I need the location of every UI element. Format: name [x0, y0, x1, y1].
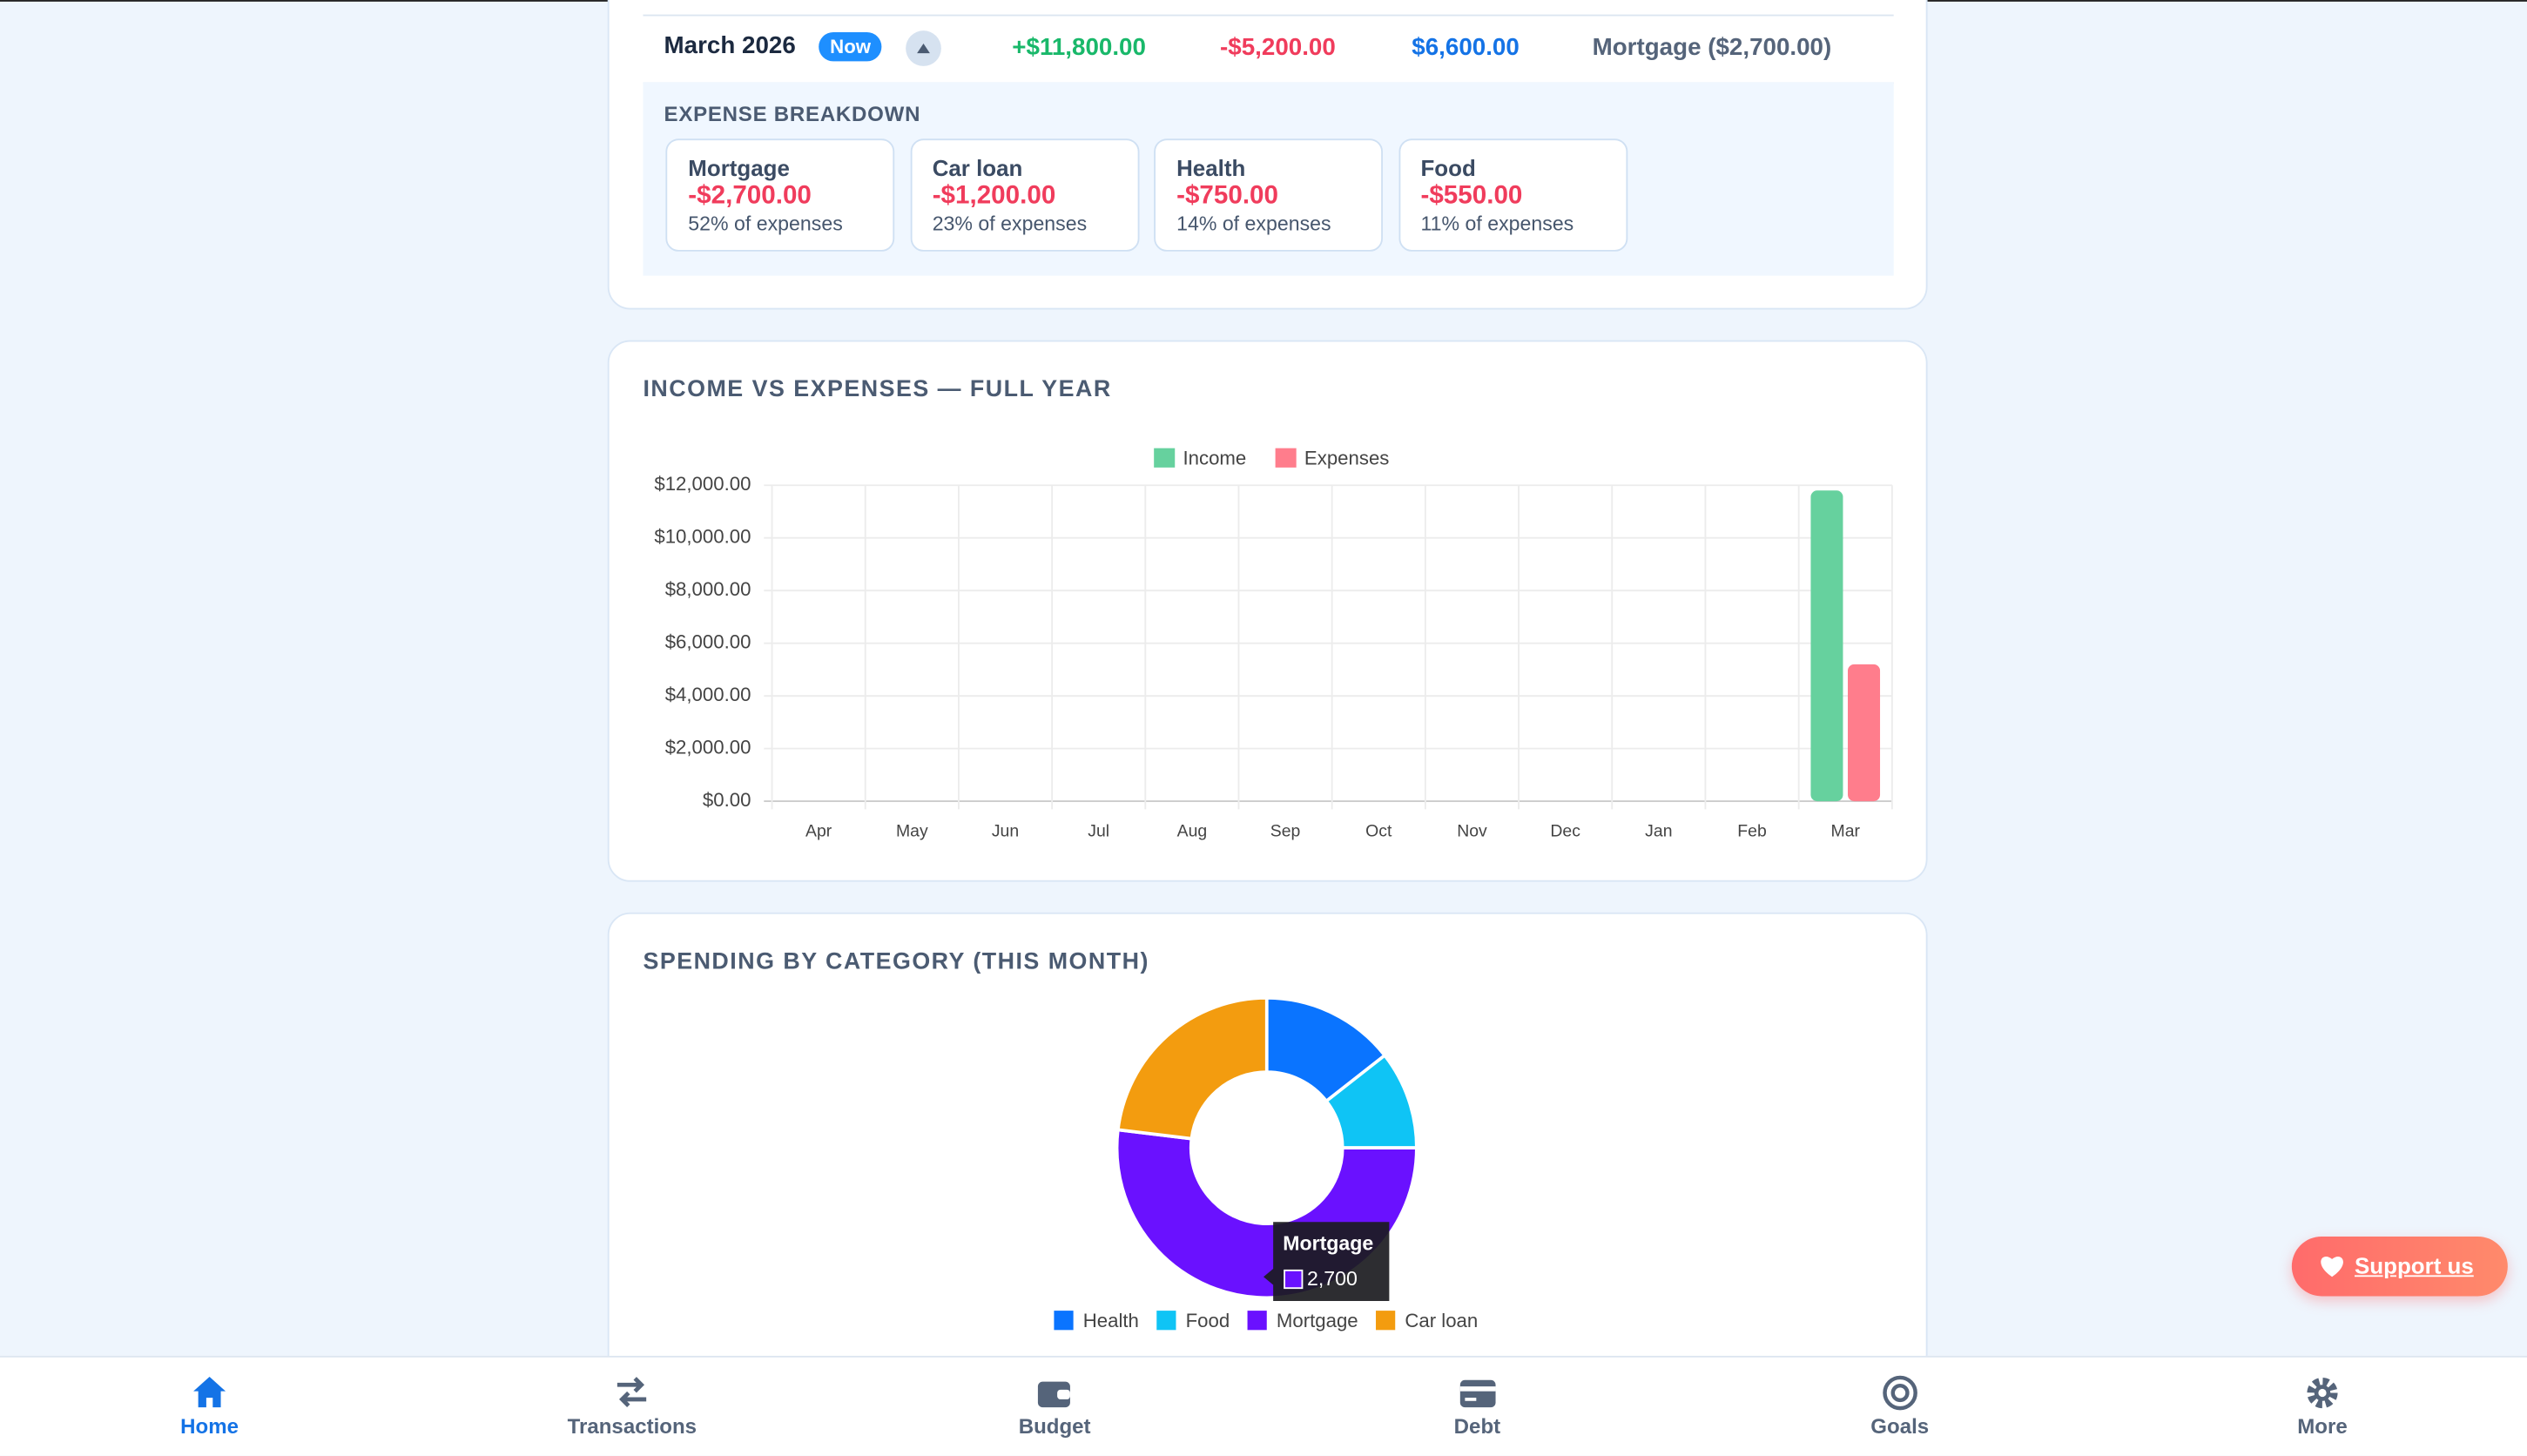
bar — [1848, 664, 1881, 802]
nav-label: More — [2297, 1413, 2348, 1439]
breakdown-card: Health -$750.00 14% of expenses — [1154, 138, 1383, 252]
nav-label: Debt — [1453, 1413, 1501, 1439]
nav-icon — [617, 1377, 647, 1408]
breakdown-amount: -$1,200.00 — [932, 182, 1056, 210]
nav-label: Transactions — [567, 1413, 697, 1439]
collapse-icon — [917, 43, 930, 54]
breakdown-share: 23% of expenses — [932, 212, 1088, 236]
breakdown-card: Mortgage -$2,700.00 52% of expenses — [665, 138, 895, 252]
tooltip-value: 2,700 — [1307, 1267, 1358, 1290]
x-tick-label: Jun — [992, 821, 1019, 840]
collapse-button[interactable] — [906, 30, 941, 66]
x-tick-label: Oct — [1365, 821, 1392, 840]
x-tick-label: Dec — [1550, 821, 1580, 840]
month-net: $6,600.00 — [1412, 33, 1520, 62]
x-tick-label: Feb — [1737, 821, 1766, 840]
breakdown-amount: -$2,700.00 — [688, 182, 812, 210]
chart-title: INCOME VS EXPENSES — FULL YEAR — [643, 375, 1111, 401]
bottom-nav: Home Transactions Budget Debt Goals More — [0, 1355, 2527, 1456]
month-label: March 2026 — [664, 32, 796, 60]
chart-title: SPENDING BY CATEGORY (THIS MONTH) — [643, 947, 1149, 974]
nav-icon — [1459, 1379, 1495, 1408]
nav-item[interactable]: More — [2193, 1358, 2451, 1456]
tooltip-title: Mortgage — [1283, 1231, 1373, 1254]
legend-swatch — [1247, 1311, 1267, 1331]
nav-icon — [1882, 1375, 1917, 1411]
month-expenses: -$5,200.00 — [1220, 33, 1336, 62]
x-tick-label: Sep — [1270, 821, 1301, 840]
legend-swatch — [1154, 448, 1176, 468]
breakdown-name: Food — [1420, 154, 1476, 181]
breakdown-amount: -$550.00 — [1420, 182, 1523, 210]
x-tick-label: Nov — [1457, 821, 1487, 840]
x-tick-label: Aug — [1177, 821, 1208, 840]
breakdown-amount: -$750.00 — [1176, 182, 1279, 210]
nav-item[interactable]: Transactions — [503, 1358, 761, 1456]
nav-icon — [1038, 1381, 1071, 1408]
breakdown-name: Car loan — [932, 154, 1023, 181]
month-card: March 2026 Now +$11,800.00 -$5,200.00 $6… — [607, 0, 1928, 310]
legend-swatch — [1275, 448, 1297, 468]
support-button[interactable]: Support us — [2291, 1236, 2508, 1297]
bar-card — [607, 340, 1928, 882]
breakdown-share: 52% of expenses — [688, 212, 843, 236]
month-income: +$11,800.00 — [1012, 33, 1146, 62]
pie-card — [607, 912, 1928, 1397]
legend-label: Car loan — [1405, 1310, 1478, 1331]
legend-label: Expenses — [1304, 447, 1390, 468]
nav-item[interactable]: Home — [81, 1358, 339, 1456]
tooltip-swatch — [1284, 1269, 1304, 1290]
nav-icon — [193, 1377, 226, 1408]
month-top-expense: Mortgage ($2,700.00) — [1592, 33, 1832, 62]
nav-label: Goals — [1870, 1413, 1930, 1439]
breakdown-title: EXPENSE BREAKDOWN — [664, 101, 921, 126]
legend-label: Food — [1186, 1310, 1230, 1331]
breakdown-card: Food -$550.00 11% of expenses — [1398, 138, 1627, 252]
x-tick-label: Jul — [1088, 821, 1109, 840]
breakdown-name: Mortgage — [688, 154, 790, 181]
breakdown-share: 14% of expenses — [1176, 212, 1331, 236]
nav-item[interactable]: Goals — [1771, 1358, 2029, 1456]
breakdown-card: Car loan -$1,200.00 23% of expenses — [909, 138, 1139, 252]
y-tick-label: $2,000.00 — [665, 736, 751, 758]
doughnut-slice — [1115, 996, 1269, 1141]
legend-swatch — [1054, 1311, 1074, 1331]
legend-label: Mortgage — [1277, 1310, 1358, 1331]
nav-icon — [2307, 1377, 2338, 1409]
legend-swatch — [1156, 1311, 1176, 1331]
breakdown-name: Health — [1176, 154, 1246, 181]
y-tick-label: $6,000.00 — [665, 631, 751, 653]
nav-item[interactable]: Budget — [926, 1358, 1183, 1456]
heart-icon — [2321, 1256, 2343, 1277]
legend-swatch — [1376, 1311, 1396, 1331]
legend-label: Income — [1183, 447, 1246, 468]
y-tick-label: $8,000.00 — [665, 578, 751, 600]
x-tick-label: Mar — [1831, 821, 1861, 840]
bar — [1810, 490, 1843, 802]
breakdown-share: 11% of expenses — [1420, 212, 1574, 236]
y-tick-label: $10,000.00 — [654, 526, 751, 548]
support-label: Support us — [2355, 1252, 2474, 1279]
y-tick-label: $4,000.00 — [665, 684, 751, 705]
y-tick-label: $0.00 — [703, 789, 751, 811]
nav-item[interactable]: Debt — [1348, 1358, 1606, 1456]
y-tick-label: $12,000.00 — [654, 473, 751, 495]
nav-label: Home — [180, 1413, 239, 1439]
legend-label: Health — [1083, 1310, 1139, 1331]
nav-label: Budget — [1018, 1413, 1091, 1439]
x-tick-label: Apr — [805, 821, 832, 840]
now-badge: Now — [819, 32, 883, 62]
x-tick-label: Jan — [1645, 821, 1672, 840]
x-tick-label: May — [896, 821, 928, 840]
